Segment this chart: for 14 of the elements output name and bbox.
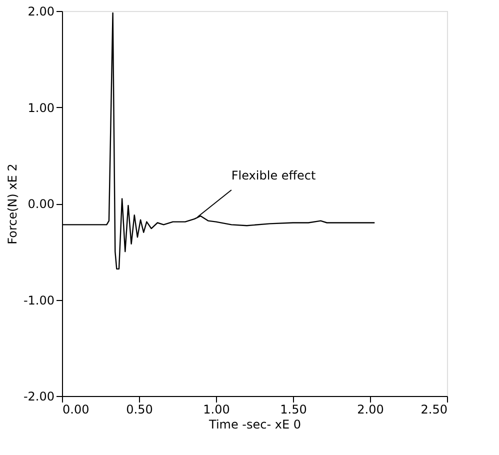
- x-tick-label: 1.00: [203, 402, 230, 416]
- x-tick-label: 2.00: [357, 402, 384, 416]
- y-tick-label: -1.00: [23, 293, 54, 308]
- x-axis-title: Time -sec- xE 0: [208, 418, 302, 432]
- y-tick-label: 0.00: [28, 197, 54, 211]
- y-tick-label: 2.00: [28, 4, 54, 18]
- x-tick-label: 2.50: [420, 402, 448, 416]
- y-tick-label: 1.00: [28, 100, 54, 115]
- x-tick-label: 0.50: [126, 402, 153, 416]
- x-tick-label: 0.00: [62, 402, 90, 416]
- annotation: Flexible effect: [231, 168, 316, 182]
- y-axis-title: Force(N) xE 2: [5, 164, 20, 244]
- x-tick-label: 1.50: [280, 402, 307, 416]
- y-tick-label: -2.00: [23, 390, 54, 404]
